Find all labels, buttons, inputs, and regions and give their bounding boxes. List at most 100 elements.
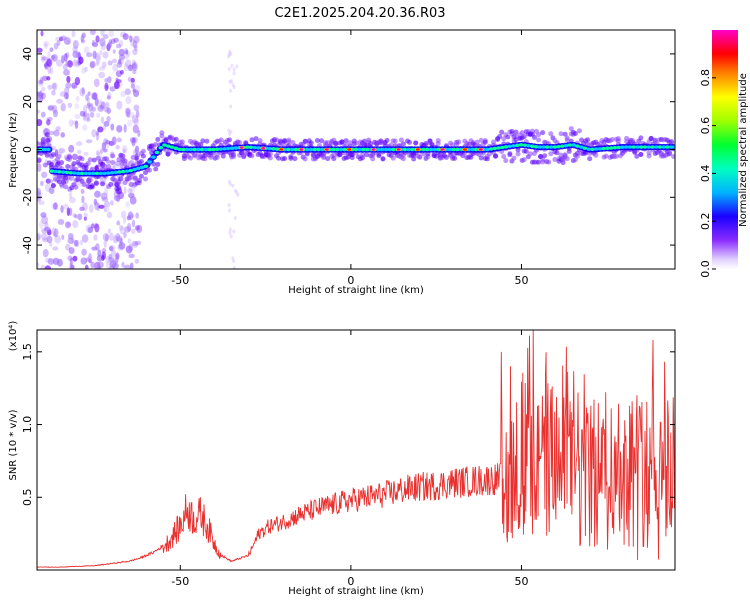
noise-blob — [115, 254, 119, 264]
halo-blob — [501, 136, 507, 142]
noise-blob — [110, 200, 114, 206]
snr-background — [37, 330, 675, 570]
halo-blob — [140, 153, 146, 159]
noise-blob — [41, 75, 48, 81]
halo-blob — [302, 138, 308, 144]
halo-blob — [110, 159, 116, 165]
noise-blob — [85, 117, 91, 123]
noise-blob — [93, 198, 98, 206]
noise-blob — [228, 208, 232, 213]
noise-blob — [128, 243, 134, 252]
halo-blob — [67, 154, 73, 160]
noise-blob — [134, 145, 140, 155]
halo-blob — [540, 130, 546, 136]
noise-blob — [38, 200, 45, 206]
noise-blob — [125, 201, 130, 208]
noise-blob — [65, 52, 70, 59]
band-core — [158, 146, 164, 150]
noise-blob — [103, 239, 108, 248]
noise-blob — [74, 214, 78, 219]
noise-blob — [62, 203, 69, 210]
noise-blob — [227, 52, 231, 57]
noise-blob — [65, 61, 71, 67]
noise-blob — [104, 78, 108, 83]
halo-blob — [646, 153, 652, 159]
halo-blob — [202, 152, 208, 158]
noise-blob — [115, 43, 122, 49]
spectrogram-panel: -50 0 50 -40 -20 0 20 40 Height of straight lin… — [8, 29, 676, 296]
halo-blob — [147, 167, 153, 173]
noise-blob — [69, 257, 73, 266]
halo-blob — [302, 156, 308, 162]
noise-blob — [130, 77, 135, 83]
band-core — [319, 147, 325, 152]
band-core — [620, 145, 625, 149]
noise-blob — [103, 106, 109, 113]
halo-blob — [456, 139, 462, 145]
noise-blob — [125, 49, 129, 55]
noise-blob — [46, 119, 51, 126]
halo-blob — [435, 138, 441, 144]
band-core — [188, 147, 194, 152]
band-core — [150, 155, 156, 159]
band-core — [304, 147, 310, 152]
halo-blob — [267, 155, 273, 161]
noise-blob — [75, 141, 83, 147]
noise-blob — [46, 76, 51, 81]
noise-blob — [43, 226, 51, 232]
noise-blob — [101, 61, 107, 69]
noise-blob — [126, 119, 133, 127]
halo-blob — [241, 149, 247, 155]
band-core — [571, 143, 577, 147]
noise-blob — [74, 103, 80, 110]
halo-blob — [450, 142, 456, 148]
noise-blob — [88, 253, 92, 261]
noise-blob — [54, 235, 61, 244]
noise-blob — [49, 47, 54, 52]
noise-blob — [229, 79, 233, 84]
noise-blob — [37, 79, 44, 87]
halo-blob — [89, 166, 95, 172]
band-core — [271, 147, 276, 151]
noise-blob — [113, 81, 120, 90]
halo-blob — [286, 139, 292, 145]
noise-blob — [135, 110, 140, 119]
noise-blob — [133, 85, 141, 94]
noise-blob — [82, 112, 86, 121]
noise-blob — [229, 88, 233, 93]
noise-blob — [79, 206, 85, 212]
peak-core — [396, 148, 401, 151]
band-core — [203, 147, 209, 152]
noise-blob — [83, 212, 88, 219]
colorbar-tick-label: 0.4 — [699, 165, 712, 183]
halo-blob — [585, 137, 591, 143]
halo-blob — [85, 160, 91, 166]
noise-blob — [100, 30, 105, 37]
x-tick-label: 50 — [514, 274, 528, 287]
noise-blob — [64, 221, 71, 229]
noise-blob — [126, 108, 131, 118]
noise-blob — [66, 75, 71, 83]
band-core — [638, 145, 644, 149]
noise-blob — [235, 190, 239, 195]
noise-blob — [227, 132, 231, 137]
noise-blob — [113, 37, 119, 43]
band-core — [492, 146, 498, 151]
halo-blob — [509, 128, 515, 134]
band-core — [331, 147, 336, 152]
noise-blob — [111, 250, 117, 258]
band-core — [608, 146, 614, 150]
colorbar-tick-label: 0.2 — [699, 212, 712, 230]
noise-blob — [233, 188, 237, 193]
noise-blob — [104, 234, 109, 242]
noise-blob — [118, 242, 126, 250]
band-core — [94, 171, 100, 176]
halo-blob — [267, 151, 273, 157]
noise-blob — [91, 129, 97, 138]
noise-blob — [137, 129, 141, 138]
noise-blob — [115, 70, 122, 78]
halo-blob — [100, 181, 106, 187]
halo-blob — [423, 140, 429, 146]
noise-blob — [73, 239, 78, 247]
halo-blob — [42, 162, 48, 168]
